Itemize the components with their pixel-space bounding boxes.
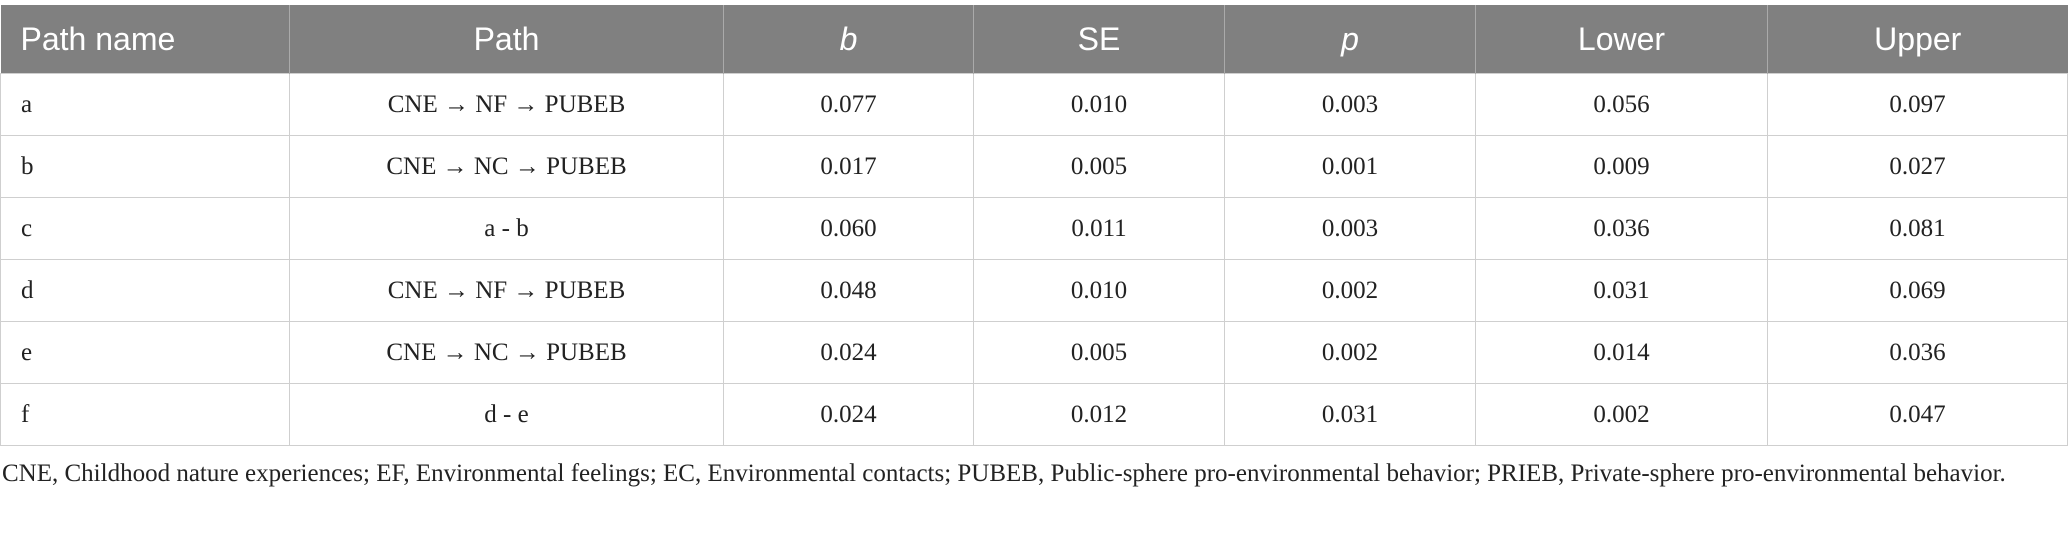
table-cell: CNE → NF → PUBEB [289, 73, 724, 136]
table-cell: 0.097 [1767, 73, 2068, 136]
table-cell: CNE → NC → PUBEB [289, 135, 724, 198]
table-cell: 0.024 [723, 383, 974, 446]
table-cell: 0.031 [1475, 259, 1768, 322]
table-row: e CNE → NC → PUBEB 0.024 0.005 0.002 0.014 0.0… [0, 321, 2068, 384]
table-cell: 0.010 [973, 259, 1225, 322]
table-cell: 0.003 [1224, 73, 1476, 136]
table-body: a CNE → NF → PUBEB 0.077 0.010 0.003 0.056 0.0… [0, 73, 2068, 446]
table-cell: 0.024 [723, 321, 974, 384]
table-cell: 0.036 [1475, 197, 1768, 260]
header-row: Path name Path b SE p Lower Upper [0, 5, 2068, 74]
table-cell: 0.002 [1475, 383, 1768, 446]
table-cell: 0.001 [1224, 135, 1476, 198]
results-table: Path name Path b SE p Lower Upper a CNE → NF → … [0, 5, 2068, 446]
table-cell: 0.027 [1767, 135, 2068, 198]
column-header: Path name [0, 5, 290, 74]
table-cell: CNE → NF → PUBEB [289, 259, 724, 322]
table-cell: 0.048 [723, 259, 974, 322]
footnote: CNE, Childhood nature experiences; EF, E… [2, 460, 2006, 487]
table-cell: 0.031 [1224, 383, 1476, 446]
table-cell: d [0, 259, 290, 322]
table-cell: 0.069 [1767, 259, 2068, 322]
table-cell: 0.003 [1224, 197, 1476, 260]
table-cell: b [0, 135, 290, 198]
table-cell: 0.077 [723, 73, 974, 136]
column-header: Lower [1475, 5, 1768, 74]
column-header: b [723, 5, 974, 74]
table-cell: 0.060 [723, 197, 974, 260]
table-cell: e [0, 321, 290, 384]
table-cell: 0.002 [1224, 259, 1476, 322]
column-header: Upper [1767, 5, 2068, 74]
table-cell: 0.009 [1475, 135, 1768, 198]
table-cell: 0.081 [1767, 197, 2068, 260]
table-row: b CNE → NC → PUBEB 0.017 0.005 0.001 0.009 0.0… [0, 135, 2068, 198]
column-header: p [1224, 5, 1476, 74]
table-cell: 0.036 [1767, 321, 2068, 384]
table-cell: CNE → NC → PUBEB [289, 321, 724, 384]
table-cell: a - b [289, 197, 724, 260]
table-cell: d - e [289, 383, 724, 446]
table-cell: c [0, 197, 290, 260]
table-cell: 0.011 [973, 197, 1225, 260]
column-header: SE [973, 5, 1225, 74]
table-row: a CNE → NF → PUBEB 0.077 0.010 0.003 0.056 0.0… [0, 73, 2068, 136]
table-cell: a [0, 73, 290, 136]
table-cell: 0.002 [1224, 321, 1476, 384]
table-row: d CNE → NF → PUBEB 0.048 0.010 0.002 0.031 0.0… [0, 259, 2068, 322]
table-cell: f [0, 383, 290, 446]
table-cell: 0.005 [973, 321, 1225, 384]
table-cell: 0.047 [1767, 383, 2068, 446]
table-cell: 0.012 [973, 383, 1225, 446]
table-cell: 0.010 [973, 73, 1225, 136]
column-header: Path [289, 5, 724, 74]
table-cell: 0.017 [723, 135, 974, 198]
table-cell: 0.005 [973, 135, 1225, 198]
table-cell: 0.056 [1475, 73, 1768, 136]
table-cell: 0.014 [1475, 321, 1768, 384]
